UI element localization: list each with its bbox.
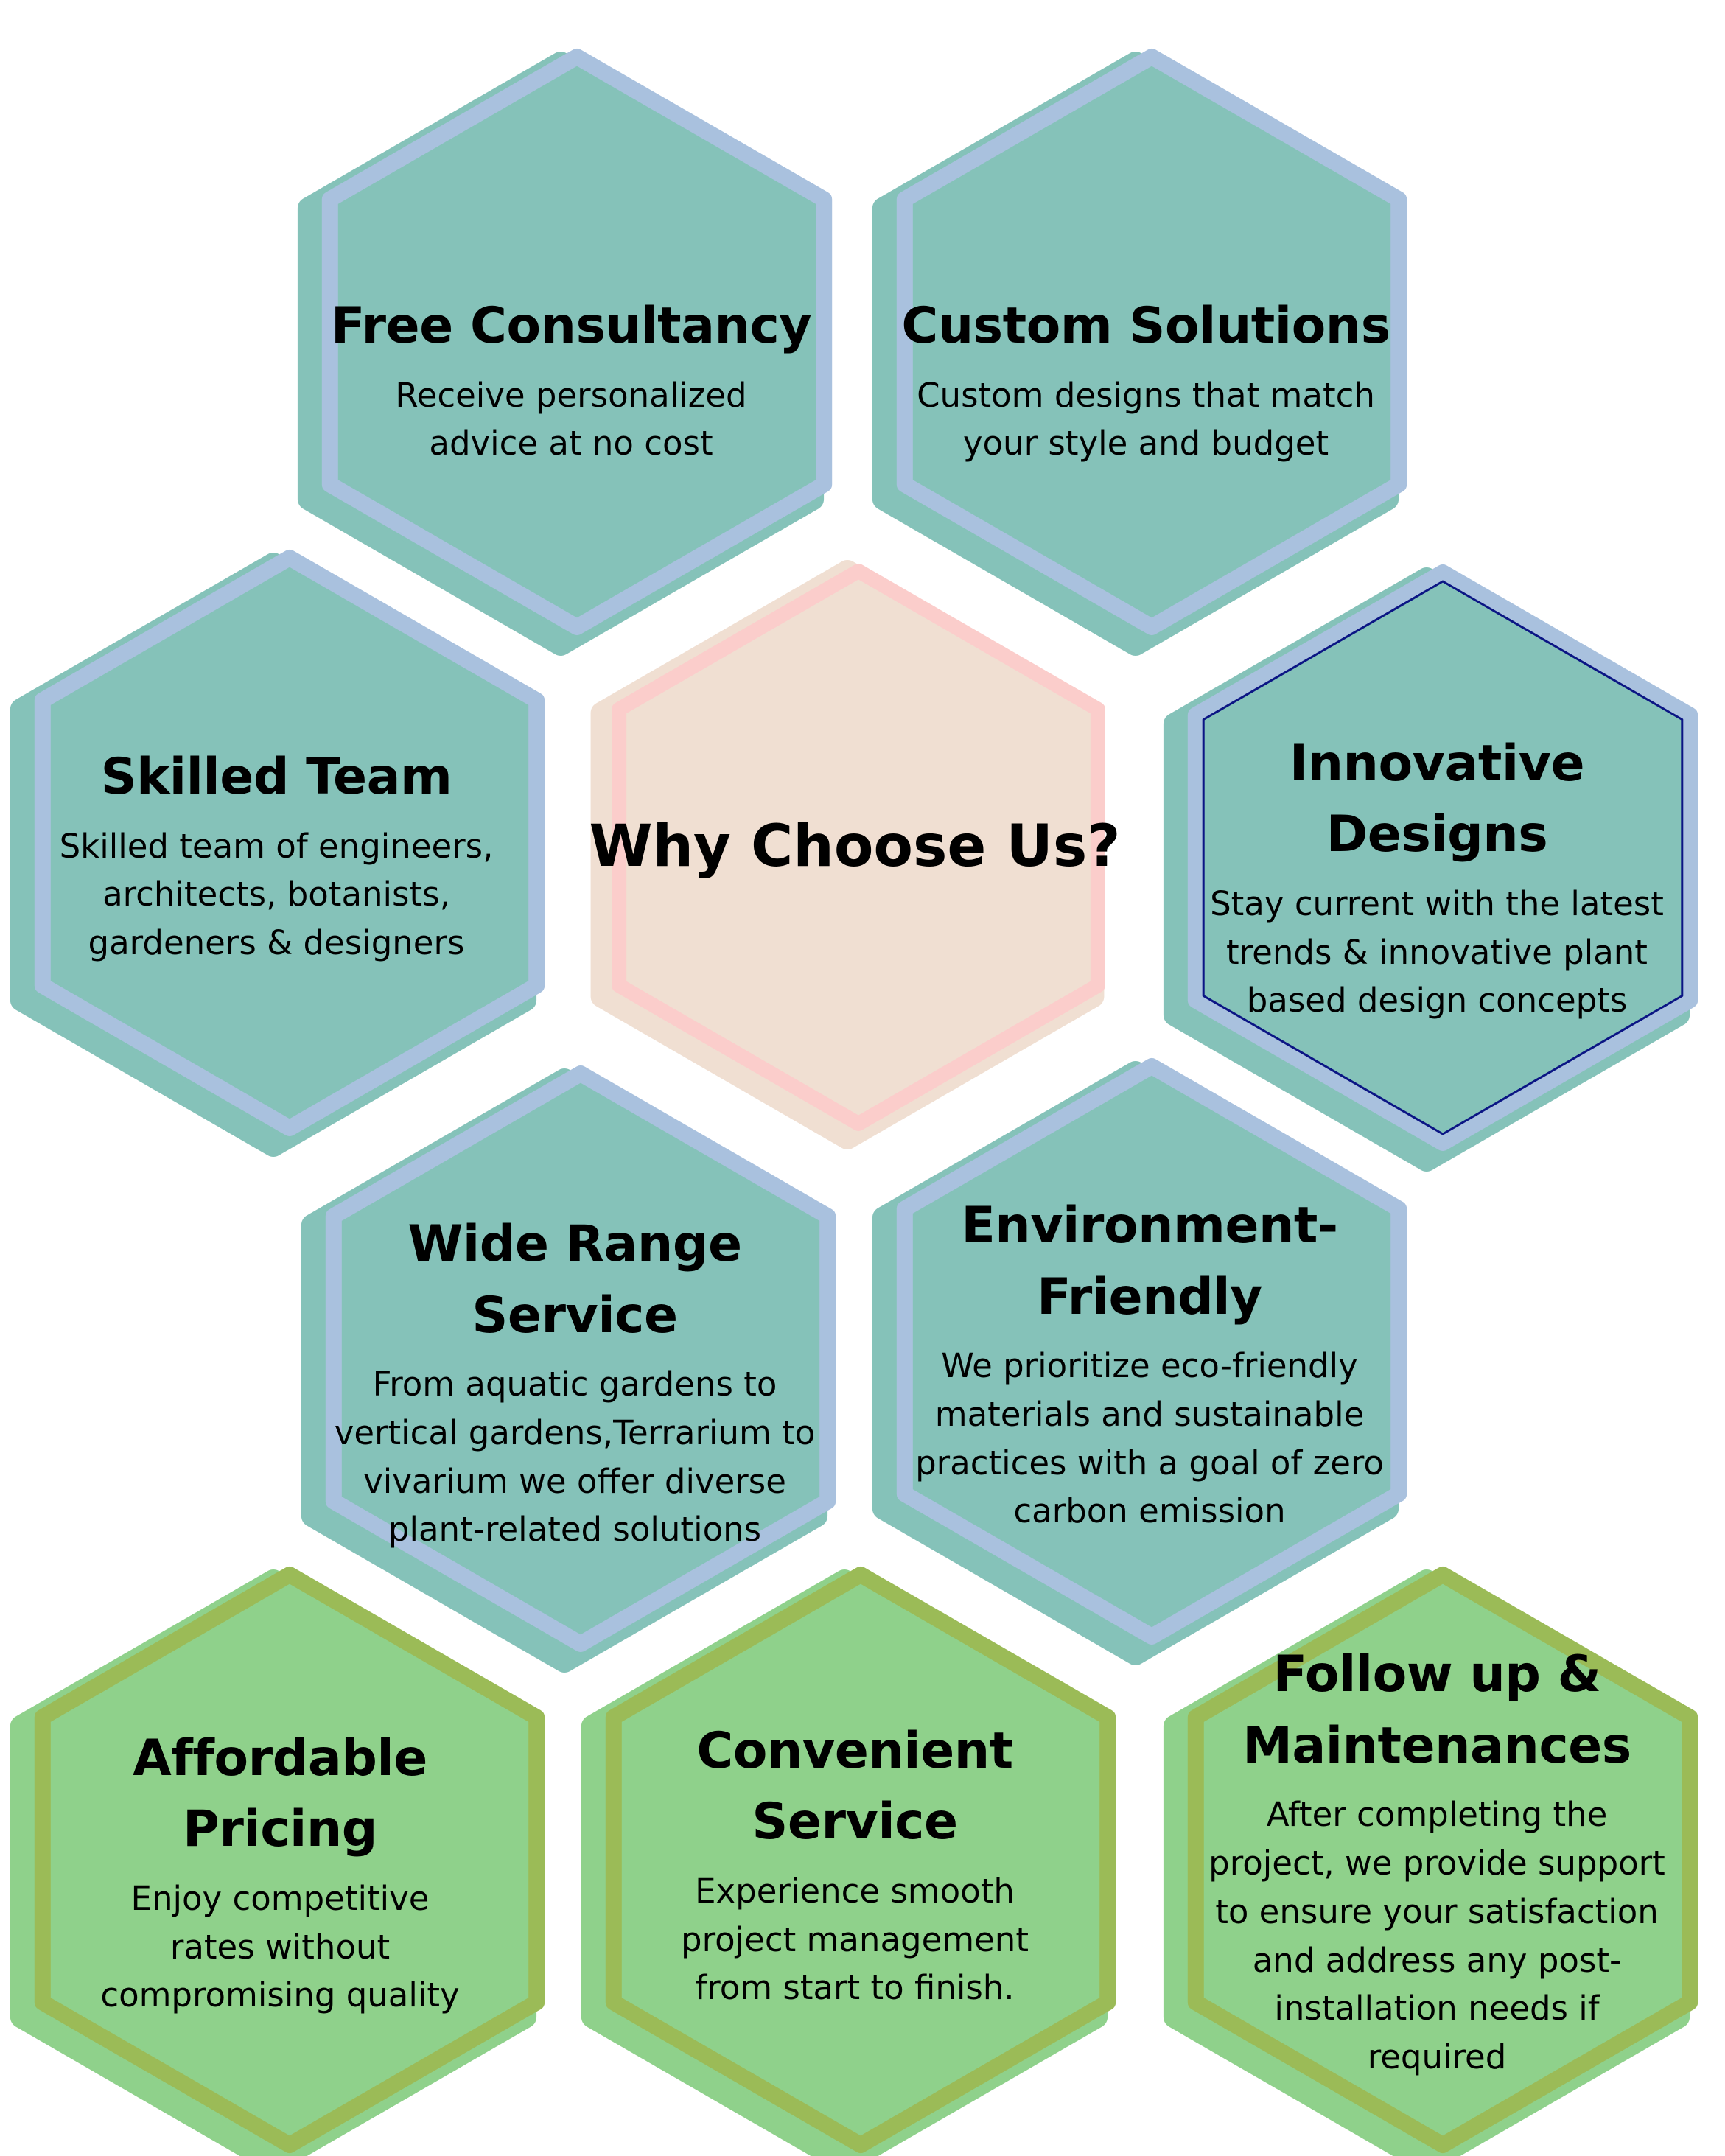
- hex-border-affordable-pricing: [34, 1567, 545, 2153]
- hex-border-wide-range-service: [325, 1065, 836, 1652]
- hex-desc-line: architects, botanists,: [102, 875, 450, 914]
- hex-border-follow-up-maintenances: [1187, 1567, 1698, 2153]
- hex-desc-line: from start to finish.: [695, 1968, 1015, 2008]
- hex-title-line: Maintenances: [1242, 1716, 1631, 1775]
- hex-title-line: Wide Range Service: [407, 1215, 742, 1345]
- hexagon-free-consultancy: Free Consultancy Receive personalized ad…: [321, 262, 822, 497]
- hex-desc-line: After completing the: [1266, 1795, 1608, 1835]
- hex-title-line: Convenient Service: [696, 1721, 1013, 1852]
- hexagon-wide-range-service: Wide Range Service From aquatic gardens …: [309, 1215, 840, 1549]
- hex-desc-line: trends & innovative plant: [1226, 932, 1648, 972]
- hex-title-line: Innovative Designs: [1289, 734, 1585, 864]
- hexagon-custom-solutions: Custom Solutions Custom designs that mat…: [895, 262, 1396, 497]
- hex-desc-line: advice at no cost: [429, 424, 713, 463]
- hex-desc-line: project management: [681, 1919, 1029, 1959]
- hex-desc-line: required: [1367, 2037, 1507, 2076]
- hexagon-skilled-team: Skilled Team Skilled team of engineers, …: [41, 729, 512, 980]
- hexagon-innovative-designs: Innovative Designs Stay current with the…: [1172, 735, 1702, 1020]
- hexagon-environment-friendly: Environment- Friendly We prioritize eco-…: [895, 1179, 1404, 1547]
- hexagon-convenient-service: Convenient Service Experience smooth pro…: [589, 1722, 1120, 2007]
- center-title: Why Choose Us?: [589, 813, 1121, 881]
- hex-border-center: [612, 564, 1105, 1131]
- hex-desc-line: Enjoy competitive: [130, 1879, 430, 1919]
- hex-desc-line: project, we provide support: [1208, 1844, 1665, 1883]
- hex-title-line: Affordable Pricing: [133, 1729, 427, 1859]
- hex-desc-line: From aquatic gardens to: [372, 1365, 777, 1404]
- hexagon-follow-up-maintenances: Follow up & Maintenances After completin…: [1172, 1632, 1702, 2089]
- hex-desc-line: compromising quality: [100, 1975, 460, 2015]
- hex-desc-line: Experience smooth: [695, 1872, 1015, 1911]
- hex-desc-line: installation needs if: [1274, 1989, 1600, 2029]
- hex-title-line: Follow up &: [1273, 1645, 1601, 1704]
- hex-title-line: Environment-: [961, 1197, 1338, 1256]
- hex-desc-line: practices with a goal of zero: [915, 1443, 1384, 1483]
- hex-desc-line: to ensure your satisfaction: [1215, 1891, 1659, 1931]
- hex-border-environment-friendly: [896, 1058, 1407, 1645]
- hex-title-line: Free Consultancy: [330, 297, 812, 356]
- hex-border-innovative-designs: [1187, 564, 1698, 1151]
- hex-desc-line: Stay current with the latest: [1210, 884, 1664, 924]
- hex-desc-line: gardeners & designers: [88, 923, 465, 963]
- center-hexagon-label: Why Choose Us?: [582, 774, 1127, 921]
- hex-desc-line: plant-related solutions: [388, 1510, 762, 1550]
- hex-desc-line: and address any post-: [1252, 1940, 1622, 1980]
- hex-border-custom-solutions: [896, 49, 1407, 635]
- hexagon-affordable-pricing: Affordable Pricing Enjoy competitive rat…: [29, 1729, 531, 2015]
- hex-desc-line: vivarium we offer diverse: [363, 1461, 786, 1501]
- hex-border-skilled-team: [34, 550, 545, 1136]
- hex-title-line: Friendly: [1037, 1267, 1262, 1326]
- hex-desc-line: We prioritize eco-friendly: [941, 1346, 1358, 1386]
- hex-outline-innovative-designs: [1202, 580, 1684, 1135]
- hex-desc-line: vertical gardens,Terrarium to: [334, 1413, 816, 1452]
- hex-desc-line: rates without: [169, 1927, 391, 1967]
- hex-desc-line: your style and budget: [962, 424, 1329, 463]
- hex-title-line: Skilled Team: [100, 748, 452, 807]
- hex-desc-line: Custom designs that match: [917, 375, 1375, 415]
- hex-desc-line: Skilled team of engineers,: [59, 826, 494, 866]
- hex-desc-line: materials and sustainable: [934, 1394, 1365, 1434]
- hex-desc-line: Receive personalized: [395, 375, 747, 415]
- hex-border-free-consultancy: [321, 49, 833, 635]
- hex-desc-line: based design concepts: [1246, 981, 1628, 1021]
- hex-border-convenient-service: [605, 1567, 1116, 2153]
- hex-title-line: Custom Solutions: [901, 297, 1390, 356]
- hex-desc-line: carbon emission: [1013, 1491, 1286, 1531]
